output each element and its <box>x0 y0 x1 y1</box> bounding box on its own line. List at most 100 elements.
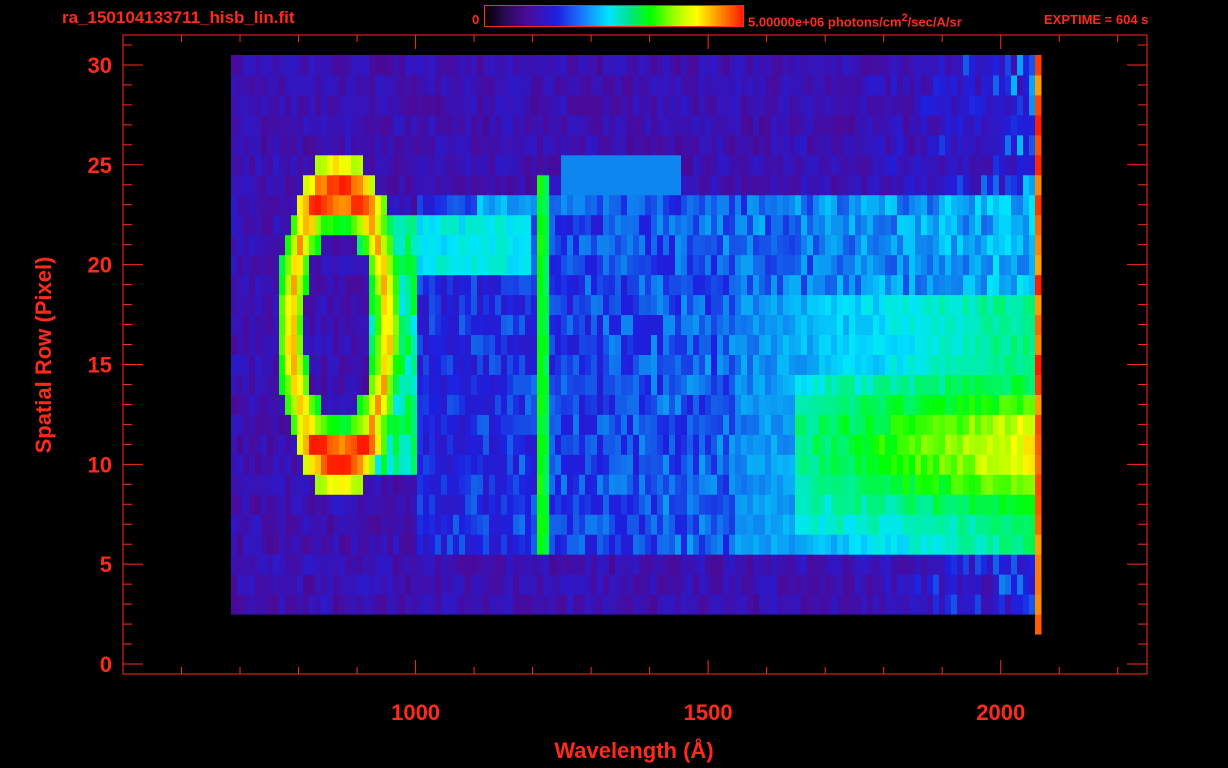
heatmap-cell <box>807 214 814 236</box>
heatmap-cell <box>543 494 550 515</box>
heatmap-cell <box>597 74 604 96</box>
heatmap-cell <box>609 554 616 575</box>
heatmap-cell <box>999 214 1006 236</box>
heatmap-cell <box>1029 74 1036 96</box>
heatmap-cell <box>1035 454 1042 475</box>
heatmap-cell <box>231 154 238 176</box>
heatmap-cell <box>1005 534 1012 555</box>
heatmap-cell <box>831 334 838 355</box>
heatmap-cell <box>633 194 640 216</box>
heatmap-cell <box>993 554 1000 575</box>
heatmap-cell <box>261 394 268 415</box>
heatmap-cell <box>303 274 310 296</box>
heatmap-cell <box>1023 534 1030 555</box>
heatmap-cell <box>1029 134 1036 156</box>
heatmap-cell <box>879 414 886 435</box>
heatmap-cell <box>729 374 736 395</box>
heatmap-cell <box>945 314 952 336</box>
heatmap-cell <box>507 134 514 156</box>
heatmap-cell <box>639 414 646 435</box>
heatmap-cell <box>741 354 748 375</box>
heatmap-cell <box>957 94 964 116</box>
heatmap-cell <box>567 474 574 495</box>
heatmap-cell <box>399 114 406 136</box>
heatmap-cell <box>441 434 448 455</box>
heatmap-cell <box>573 454 580 475</box>
heatmap-cell <box>783 214 790 236</box>
heatmap-cell <box>831 294 838 316</box>
heatmap-cell <box>327 414 334 435</box>
heatmap-cell <box>819 534 826 555</box>
heatmap-cell <box>1011 314 1018 336</box>
heatmap-cell <box>1023 294 1030 316</box>
heatmap-cell <box>471 314 478 336</box>
heatmap-cell <box>861 334 868 355</box>
heatmap-cell <box>681 194 688 216</box>
heatmap-cell <box>759 274 766 296</box>
heatmap-cell <box>543 474 550 495</box>
heatmap-cell <box>867 474 874 495</box>
heatmap-cell <box>435 334 442 355</box>
heatmap-cell <box>303 554 310 575</box>
heatmap-cell <box>297 514 304 535</box>
heatmap-cell <box>909 154 916 176</box>
heatmap-cell <box>441 574 448 595</box>
heatmap-cell <box>633 434 640 455</box>
heatmap-cell <box>261 134 268 156</box>
heatmap-cell <box>753 214 760 236</box>
heatmap-cell <box>363 74 370 96</box>
axis-ticks <box>123 35 1147 674</box>
heatmap-cell <box>393 334 400 355</box>
heatmap-cell <box>411 234 418 256</box>
heatmap-cell <box>273 354 280 375</box>
heatmap-cell <box>885 274 892 296</box>
heatmap-cell <box>1011 574 1018 595</box>
heatmap-cell <box>831 94 838 116</box>
heatmap-cell <box>1023 594 1030 615</box>
heatmap-cell <box>597 214 604 236</box>
heatmap-cell <box>633 154 640 176</box>
heatmap-cell <box>267 214 274 236</box>
heatmap-cell <box>573 114 580 136</box>
heatmap-cell <box>429 514 436 535</box>
heatmap-cell <box>873 134 880 156</box>
heatmap-cell <box>357 174 364 196</box>
heatmap-cell <box>483 174 490 196</box>
heatmap-cell <box>993 154 1000 176</box>
heatmap-cell <box>399 414 406 435</box>
heatmap-cell <box>363 514 370 535</box>
heatmap-cell <box>477 74 484 96</box>
heatmap-cell <box>735 154 742 176</box>
heatmap-cell <box>837 454 844 475</box>
heatmap-cell <box>273 174 280 196</box>
heatmap-cell <box>513 534 520 555</box>
heatmap-cell <box>735 354 742 375</box>
heatmap-cell <box>663 454 670 475</box>
heatmap-cell <box>255 194 262 216</box>
heatmap-cell <box>573 494 580 515</box>
heatmap-cell <box>957 234 964 256</box>
heatmap-cell <box>1011 154 1018 176</box>
heatmap-cell <box>489 574 496 595</box>
heatmap-cell <box>423 114 430 136</box>
heatmap-cell <box>723 154 730 176</box>
heatmap-cell <box>471 274 478 296</box>
heatmap-cell <box>267 174 274 196</box>
heatmap-cell <box>591 374 598 395</box>
heatmap-cell <box>435 214 442 236</box>
heatmap-cell <box>675 334 682 355</box>
heatmap-cell <box>693 194 700 216</box>
heatmap-cell <box>405 294 412 316</box>
heatmap-cell <box>1023 574 1030 595</box>
heatmap-cell <box>699 354 706 375</box>
heatmap-cell <box>591 154 598 176</box>
heatmap-cell <box>375 194 382 216</box>
heatmap-cell <box>1005 374 1012 395</box>
heatmap-cell <box>975 594 982 615</box>
heatmap-cell <box>765 374 772 395</box>
heatmap-cell <box>735 94 742 116</box>
heatmap-cell <box>231 414 238 435</box>
heatmap-cell <box>795 594 802 615</box>
heatmap-cell <box>753 314 760 336</box>
heatmap-cell <box>249 54 256 76</box>
